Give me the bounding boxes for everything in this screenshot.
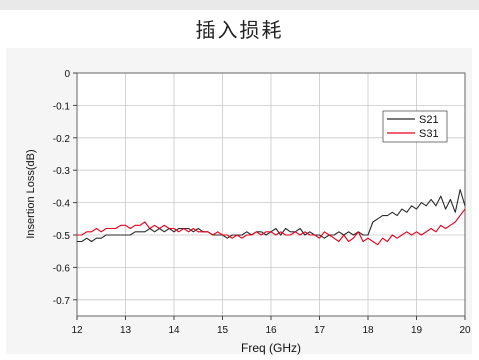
legend-label-s31: S31 (419, 128, 439, 140)
y-tick-label: -0.5 (53, 231, 71, 242)
series-line-s31 (77, 208, 466, 246)
legend-box (382, 110, 448, 143)
x-tick-label: 14 (168, 325, 180, 336)
y-tick-label: -0.1 (53, 101, 71, 112)
x-axis-label: Freq (GHz) (241, 341, 301, 355)
x-tick-label: 19 (411, 325, 423, 336)
series-group (77, 189, 466, 246)
page-title: 插入损耗 (195, 18, 284, 42)
legend: S21 S31 (382, 110, 448, 143)
y-axis: 0 -0.1 -0.2 -0.3 -0.4 -0.5 -0.6 -0.7 (53, 69, 77, 307)
x-tick-label: 15 (217, 325, 229, 336)
x-tick-label: 16 (265, 325, 277, 336)
header-band (0, 0, 479, 10)
y-tick-label: -0.3 (53, 166, 71, 177)
x-tick-label: 17 (314, 325, 326, 336)
y-tick-label: 0 (64, 69, 70, 80)
x-tick-label: 13 (120, 325, 132, 336)
y-tick-label: -0.6 (53, 263, 71, 274)
x-tick-label: 20 (459, 325, 471, 336)
y-tick-label: -0.4 (53, 199, 71, 210)
x-tick-label: 18 (362, 325, 374, 336)
y-axis-label: Insertion Loss(dB) (25, 149, 37, 238)
legend-label-s21: S21 (419, 114, 439, 126)
x-tick-label: 12 (71, 325, 83, 336)
x-axis: 12 13 14 15 16 17 18 19 20 (71, 316, 471, 336)
y-tick-label: -0.7 (53, 296, 71, 307)
y-tick-label: -0.2 (53, 134, 71, 145)
